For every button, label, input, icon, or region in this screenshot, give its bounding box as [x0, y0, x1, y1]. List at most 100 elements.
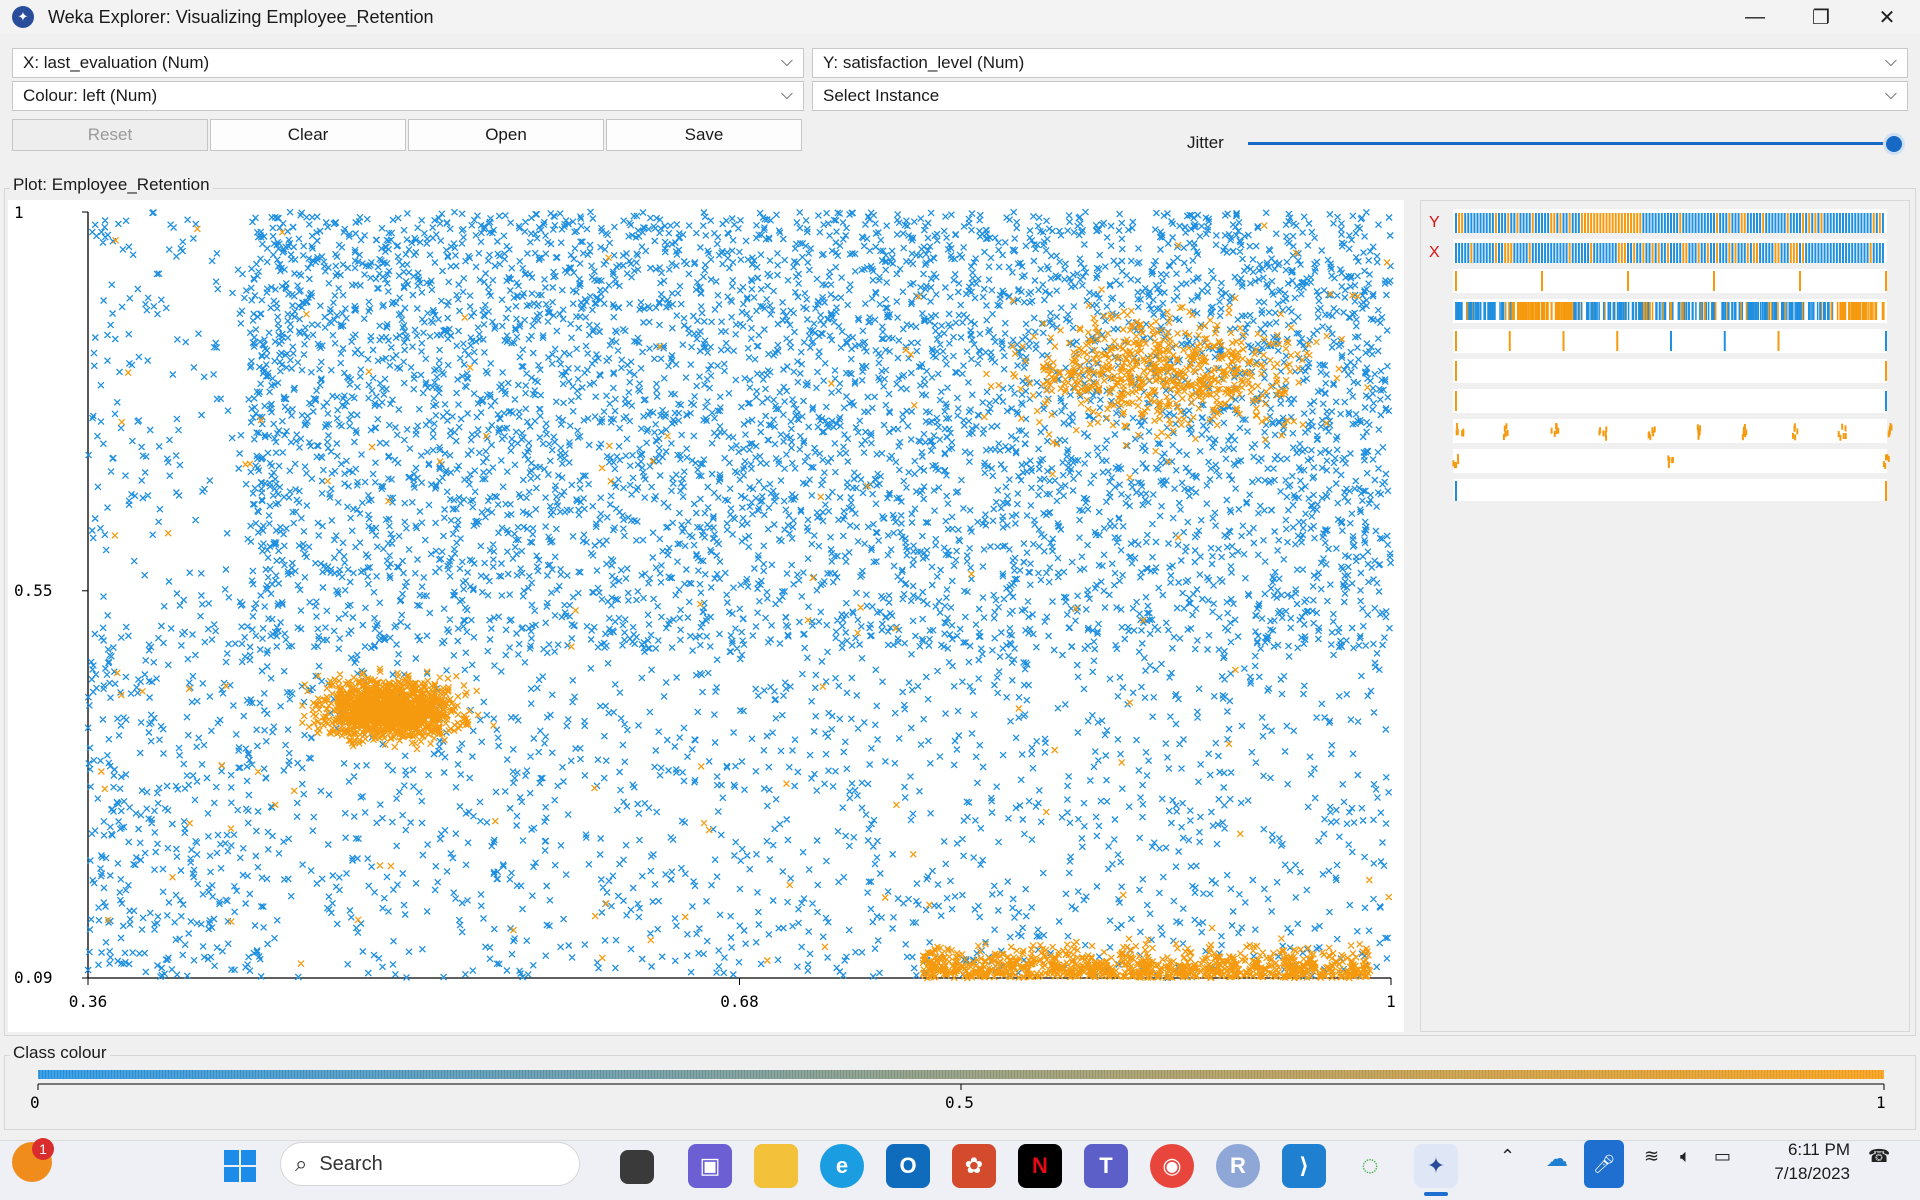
colour-select-value: Colour: left (Num): [23, 86, 158, 105]
attribute-mark: [1502, 302, 1505, 320]
chrome-icon[interactable]: ◉: [1150, 1144, 1194, 1188]
attribute-mark: [1602, 213, 1605, 233]
attribute-mark: [1887, 431, 1890, 438]
restore-icon[interactable]: ❐: [1812, 6, 1830, 29]
attribute-mark: [1728, 213, 1731, 233]
attribute-mark: [1455, 302, 1458, 320]
task-view-icon[interactable]: [620, 1150, 654, 1184]
attribute-mark: [1467, 243, 1470, 263]
attribute-mark: [1570, 302, 1573, 320]
attribute-row[interactable]: [1453, 389, 1887, 413]
attribute-mark: [1791, 432, 1794, 439]
attribute-row[interactable]: [1453, 479, 1887, 503]
volume-icon[interactable]: 🔈︎: [1680, 1146, 1691, 1166]
attribute-mark: [1883, 302, 1885, 320]
teams-chat-icon[interactable]: ▣: [688, 1144, 732, 1188]
series-stayed-points: [84, 208, 1395, 982]
attribute-mark: [1793, 425, 1796, 432]
save-button[interactable]: Save: [606, 119, 802, 151]
attribute-mark: [1546, 302, 1548, 320]
y-axis-select[interactable]: Y: satisfaction_level (Num) ⌵: [812, 48, 1908, 78]
file-explorer-icon[interactable]: [754, 1144, 798, 1188]
clear-button[interactable]: Clear: [210, 119, 406, 151]
attribute-mark: [1814, 213, 1817, 233]
attribute-row[interactable]: [1453, 239, 1887, 263]
battery-icon[interactable]: ▭: [1714, 1146, 1732, 1166]
attribute-mark: [1795, 243, 1798, 263]
attribute-mark: [1651, 302, 1654, 320]
outlook-icon[interactable]: O: [886, 1144, 930, 1188]
attribute-row[interactable]: [1453, 269, 1887, 293]
clock[interactable]: 6:11 PM 7/18/2023: [1740, 1138, 1850, 1186]
attribute-mark: [1590, 213, 1593, 233]
attribute-row[interactable]: [1453, 299, 1887, 323]
attribute-mark: [1882, 461, 1885, 468]
attribute-mark: [1863, 243, 1866, 263]
close-icon[interactable]: ✕: [1878, 6, 1896, 29]
attribute-mark: [1584, 213, 1586, 233]
teams-icon[interactable]: T: [1084, 1144, 1128, 1188]
attribute-mark: [1522, 213, 1525, 233]
attribute-mark: [1799, 213, 1801, 233]
attribute-mark: [1823, 213, 1826, 233]
taskbar-search[interactable]: ⌕ Search: [280, 1142, 580, 1186]
attribute-mark: [1566, 302, 1568, 320]
microphone-icon[interactable]: 🎤︎: [1584, 1140, 1624, 1188]
attribute-mark: [1562, 302, 1565, 320]
attribute-mark: [1783, 302, 1785, 320]
attribute-row-bg: [1453, 389, 1887, 413]
jitter-slider-track[interactable]: [1248, 142, 1894, 145]
attribute-mark: [1743, 423, 1746, 430]
attribute-mark: [1487, 302, 1489, 320]
reset-button[interactable]: Reset: [12, 119, 208, 151]
attribute-row[interactable]: [1453, 359, 1887, 383]
scatter-plot[interactable]: 1 0.55 0.09 0.36 0.68 1: [8, 200, 1404, 1032]
attribute-row[interactable]: [1453, 419, 1893, 443]
weka-icon[interactable]: ✦: [1414, 1144, 1458, 1188]
attribute-mark: [1863, 213, 1866, 233]
attribute-mark: [1489, 302, 1492, 320]
class-colour-tick-label: 0: [30, 1093, 40, 1112]
edge-icon[interactable]: e: [820, 1144, 864, 1188]
chevron-up-icon[interactable]: ⌃: [1500, 1146, 1516, 1166]
colour-select[interactable]: Colour: left (Num) ⌵: [12, 81, 804, 111]
r-icon[interactable]: R: [1216, 1144, 1260, 1188]
jitter-slider-thumb[interactable]: [1883, 133, 1905, 155]
attribute-mark: [1832, 213, 1835, 233]
wifi-icon[interactable]: ≋: [1644, 1146, 1660, 1166]
attribute-mark: [1676, 213, 1679, 233]
clock-date: 7/18/2023: [1774, 1164, 1850, 1183]
attribute-row[interactable]: [1452, 449, 1890, 473]
app-store-icon[interactable]: ✿: [952, 1144, 996, 1188]
open-button[interactable]: Open: [408, 119, 604, 151]
attribute-mark: [1773, 302, 1775, 320]
onedrive-icon[interactable]: ☁: [1546, 1146, 1568, 1171]
attribute-mark: [1842, 432, 1845, 439]
minimize-icon[interactable]: —: [1745, 5, 1765, 28]
attribute-row[interactable]: [1453, 209, 1887, 233]
attribute-mark: [1599, 243, 1602, 263]
attribute-bars[interactable]: YX: [1421, 201, 1911, 503]
attribute-mark: [1558, 302, 1560, 320]
attribute-mark: [1658, 302, 1661, 320]
x-marker: X: [1429, 244, 1440, 261]
notification-center-icon[interactable]: ☎: [1868, 1146, 1891, 1166]
vscode-icon[interactable]: ⟩: [1282, 1144, 1326, 1188]
attribute-mark: [1685, 302, 1688, 320]
class-colour-title: Class colour: [10, 1043, 110, 1063]
spinner-app-icon[interactable]: ◌: [1361, 1149, 1379, 1182]
windows-start-icon[interactable]: [218, 1144, 262, 1188]
attribute-mark: [1505, 302, 1507, 320]
attribute-mark: [1660, 213, 1663, 233]
attribute-mark: [1869, 302, 1871, 320]
netflix-icon[interactable]: N: [1018, 1144, 1062, 1188]
attribute-mark: [1784, 302, 1787, 320]
attribute-mark: [1885, 361, 1887, 381]
select-instance[interactable]: Select Instance ⌵: [812, 81, 1908, 111]
attribute-mark: [1562, 213, 1565, 233]
x-axis-select[interactable]: X: last_evaluation (Num) ⌵: [12, 48, 804, 78]
attribute-mark: [1513, 243, 1516, 263]
scatter-plot-area[interactable]: 1 0.55 0.09 0.36 0.68 1: [8, 200, 1404, 1032]
attribute-row[interactable]: [1453, 329, 1887, 353]
